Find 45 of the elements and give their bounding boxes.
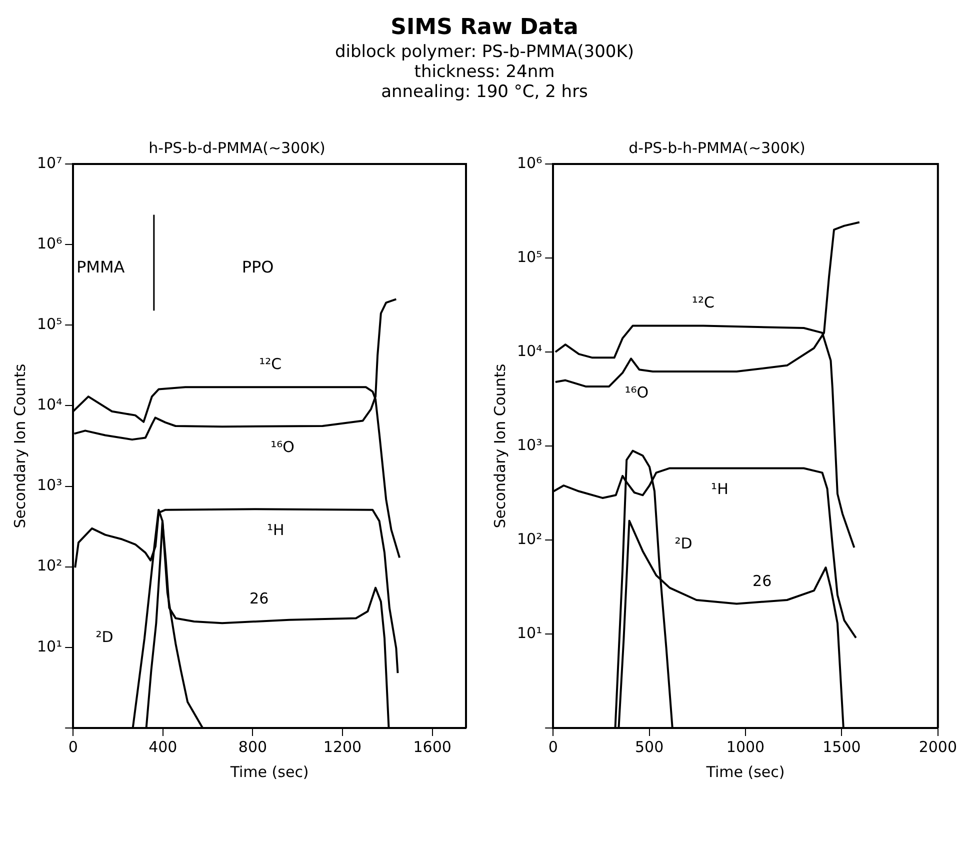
annotation: PPO: [242, 257, 274, 276]
y-axis-title: Secondary Ion Counts: [10, 364, 29, 528]
x-tick-label: 1200: [323, 738, 362, 756]
text: diblock polymer: PS-b-PMMA(300K): [334, 42, 636, 62]
y-tick-label: 10⁴: [516, 342, 542, 360]
series-label: ¹⁶O: [270, 438, 294, 456]
y-tick-label: 10⁵: [516, 248, 542, 266]
series-label: 26: [250, 590, 269, 608]
y-tick-label: 10³: [36, 476, 62, 494]
y-tick-label: 10¹: [516, 624, 542, 642]
x-tick-label: 2000: [918, 738, 958, 756]
series-label: ¹²C: [259, 355, 282, 374]
y-tick-label: 10⁴: [36, 396, 62, 414]
y-tick-label: 10⁵: [36, 315, 62, 334]
series-label: 26: [752, 572, 772, 590]
x-tick-label: 0: [68, 738, 78, 756]
series-label: ¹⁶O: [624, 383, 649, 402]
y-tick-label: 10³: [516, 436, 542, 454]
text: thickness: 24nm: [413, 62, 556, 82]
text: annealing: 190 °C, 2 hrs: [380, 82, 589, 102]
chart-title: d-PS-b-h-PMMA(~300K): [628, 138, 806, 157]
y-tick-label: 10⁷: [36, 154, 62, 172]
x-axis-title: Time (sec): [705, 762, 785, 781]
x-tick-label: 800: [238, 738, 268, 756]
x-tick-label: 1000: [726, 738, 765, 756]
text: SIMS Raw Data: [390, 15, 580, 40]
x-tick-label: 0: [548, 738, 558, 756]
y-axis-title: Secondary Ion Counts: [490, 364, 509, 528]
y-tick-label: 10⁶: [516, 154, 542, 172]
series-label: ²D: [674, 534, 692, 553]
series-label: ²D: [96, 628, 114, 646]
x-tick-label: 1600: [413, 738, 452, 756]
x-tick-label: 500: [634, 738, 664, 756]
y-tick-label: 10²: [36, 556, 62, 575]
y-tick-label: 10¹: [36, 637, 62, 656]
chart-title: h-PS-b-d-PMMA(~300K): [148, 138, 326, 157]
series-label: ¹H: [266, 521, 284, 540]
x-tick-label: 1500: [822, 738, 861, 756]
y-tick-label: 10⁶: [36, 234, 62, 252]
x-axis-title: Time (sec): [229, 762, 309, 781]
x-tick-label: 400: [148, 738, 178, 756]
y-tick-label: 10²: [516, 530, 542, 548]
series-label: ¹²C: [692, 294, 714, 312]
annotation: PMMA: [76, 257, 125, 276]
series-label: ¹H: [711, 480, 728, 498]
